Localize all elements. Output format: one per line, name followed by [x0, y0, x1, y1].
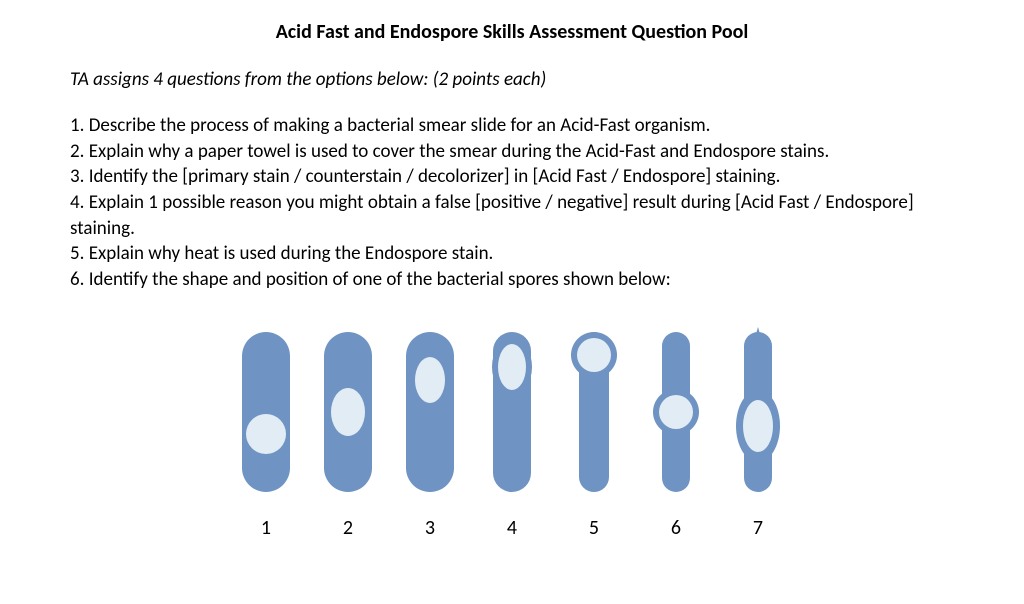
- spore-label: 7: [753, 516, 763, 540]
- question-item: 3. Identify the [primary stain / counter…: [70, 164, 954, 190]
- spore-cell-icon: [482, 322, 542, 502]
- instructions-text: TA assigns 4 questions from the options …: [70, 68, 954, 91]
- spore-label: 2: [343, 516, 353, 540]
- question-item: 5. Explain why heat is used during the E…: [70, 241, 954, 267]
- question-item: 4. Explain 1 possible reason you might o…: [70, 190, 954, 241]
- spore-label: 3: [425, 516, 435, 540]
- spore-item: 5: [564, 322, 624, 540]
- spore-cell-icon: [400, 322, 460, 502]
- question-list: 1. Describe the process of making a bact…: [70, 113, 954, 292]
- spore-item: 4: [482, 322, 542, 540]
- spore-label: 1: [261, 516, 271, 540]
- spore-item: 1: [236, 322, 296, 540]
- spore-cell-icon: [236, 322, 296, 502]
- spore-item: 6: [646, 322, 706, 540]
- spore-label: 5: [589, 516, 599, 540]
- spore-label: 4: [507, 516, 517, 540]
- spore-cell-icon: [564, 322, 624, 502]
- spore-cell-icon: [318, 322, 378, 502]
- question-item: 6. Identify the shape and position of on…: [70, 267, 954, 293]
- spore-diagram: 1 2 3 4 5 6 7: [70, 322, 954, 540]
- spore-item: 3: [400, 322, 460, 540]
- spore-cell-icon: [728, 322, 788, 502]
- spore-label: 6: [671, 516, 681, 540]
- spore-item: 7: [728, 322, 788, 540]
- question-item: 2. Explain why a paper towel is used to …: [70, 139, 954, 165]
- spore-item: 2: [318, 322, 378, 540]
- question-item: 1. Describe the process of making a bact…: [70, 113, 954, 139]
- spore-cell-icon: [646, 322, 706, 502]
- page-title: Acid Fast and Endospore Skills Assessmen…: [70, 20, 954, 44]
